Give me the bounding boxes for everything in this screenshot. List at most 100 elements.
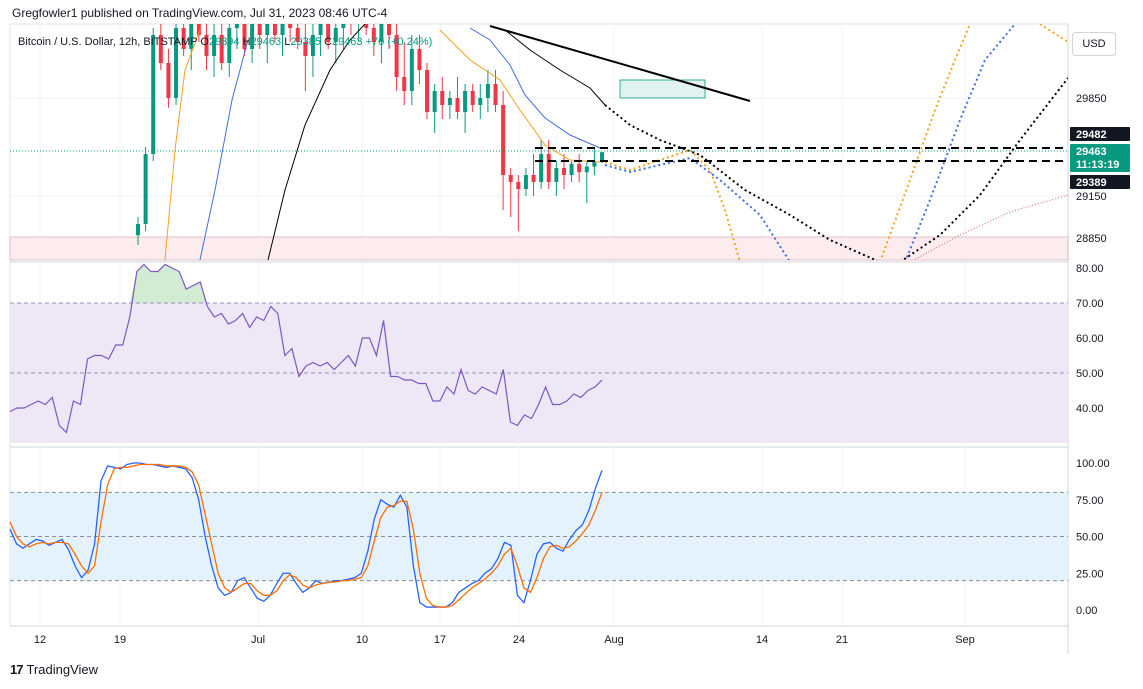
stochastic-pane[interactable] [9,462,603,608]
stoch-tick-label: 25.00 [1076,568,1104,580]
candle-body [387,24,392,35]
forecast-black-line [604,104,878,260]
stoch-tick-label: 100.00 [1076,458,1110,470]
rsi-tick-label: 70.00 [1076,298,1104,310]
support-zone [9,236,1069,261]
candle-body [227,28,232,63]
candle-body [196,24,201,35]
candle-body [600,152,604,162]
forecast-orange-line [604,148,741,260]
time-tick-label: 24 [513,634,525,646]
close-label: C [324,36,332,48]
tradingview-logo-icon: 17 [10,662,24,677]
candle-body [402,77,407,91]
forecast-black-line [901,77,1068,260]
sma-fast-line [439,29,601,163]
candle-body [136,224,140,236]
candle-body [409,49,414,91]
rsi-line [9,263,603,434]
candle-body [257,24,262,35]
candle-body [166,63,171,98]
high-label: H [242,36,251,48]
currency-button[interactable]: USD [1072,32,1116,56]
candle-body [463,91,468,112]
candle-body [371,28,376,42]
time-tick-label: 21 [836,634,848,646]
forecast-blue-line [604,156,790,260]
low-label: L [284,36,291,48]
candle-body [569,163,574,175]
candle-body [310,35,315,56]
candle-body [379,24,384,42]
price-tag [1070,127,1130,141]
candle-body [151,35,156,154]
time-tick-label: 10 [356,634,368,646]
candle-body [158,35,163,63]
candle-body [357,7,361,21]
time-tick-label: 17 [434,634,446,646]
price-tag [1070,175,1130,189]
candle-body [288,24,293,28]
candle-body [265,24,270,35]
candle-body [212,35,217,56]
price-tick-label: 28850 [1076,233,1107,245]
candle-body [485,84,490,98]
rsi-pane[interactable] [9,263,603,434]
candle-body [189,24,194,49]
candle-body [455,98,460,112]
price-pane[interactable] [10,0,1068,262]
candle-body [493,84,498,105]
candle-body [394,35,399,77]
price-tag-label: 29389 [1076,177,1107,189]
stoch-tick-label: 75.00 [1076,495,1104,507]
sma-fast-line [164,29,201,260]
stoch-tick-label: 0.00 [1076,605,1097,617]
price-tick-label: 29850 [1076,93,1107,105]
candle-body [440,91,445,105]
time-tick-label: Aug [604,634,624,646]
price-tag-label: 29482 [1076,129,1107,141]
candle-body [341,24,346,28]
rsi-tick-label: 60.00 [1076,333,1104,345]
candle-body [364,24,369,28]
symbol-name: Bitcoin / U.S. Dollar, 12h, BITSTAMP [18,36,198,48]
candle-body [516,182,521,189]
candle-body [523,175,528,189]
low-value: 29385 [290,36,321,48]
candle-body [349,14,353,21]
time-tick-label: Jul [251,634,265,646]
open-label: O [200,36,209,48]
candle-body [554,168,559,182]
candle-body [174,28,179,98]
forecast-red-line [912,194,1068,260]
consolidation-box [619,79,706,99]
candle-body [272,24,277,35]
close-value: 29463 [331,36,363,48]
high-value: 29463 [250,36,282,48]
symbol-legend[interactable]: Bitcoin / U.S. Dollar, 12h, BITSTAMP O 29… [18,36,432,48]
candle-body [219,35,224,63]
rsi-tick-label: 80.00 [1076,263,1104,275]
trend-line [489,25,751,102]
rsi-tick-label: 50.00 [1076,368,1104,380]
forecast-blue-line [904,24,1016,260]
footer-brand[interactable]: 17 TradingView [10,662,98,677]
change-value: +70 (+0.24%) [365,36,433,48]
candle-body [333,28,338,42]
price-tick-label: 29150 [1076,191,1107,203]
time-tick-label: Sep [955,634,975,646]
candle-body [584,166,589,173]
forecast-orange-line [1039,24,1068,43]
candle-body [508,175,513,182]
rsi-overbought-fill [10,264,602,303]
forecast-orange-line [879,24,971,260]
candle-body [250,24,255,49]
candle-body [478,98,483,105]
candle-body [432,91,437,112]
candle-body [143,154,148,224]
time-tick-label: 14 [756,634,768,646]
stoch-k-line [9,462,603,608]
price-tag-sublabel: 11:13:19 [1076,159,1119,171]
candle-body [531,175,536,182]
